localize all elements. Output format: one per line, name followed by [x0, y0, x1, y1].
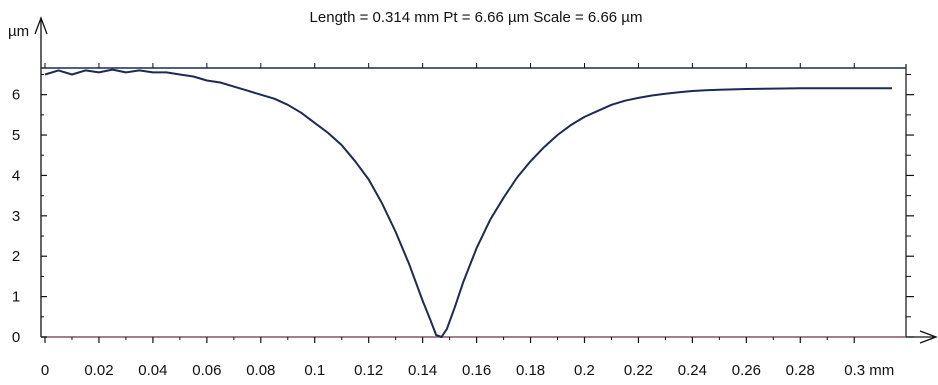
x-tick-label: 0.1: [304, 362, 325, 379]
y-tick-label: 6: [12, 87, 20, 104]
x-tick-label: 0.22: [624, 362, 653, 379]
x-tick-label: 0.08: [246, 362, 275, 379]
x-tick-label: 0.16: [462, 362, 491, 379]
x-tick-label: 0.02: [84, 362, 113, 379]
y-tick-label: 0: [12, 329, 20, 346]
y-tick-label: 5: [12, 127, 20, 144]
y-tick-label: 3: [12, 208, 20, 225]
x-tick-label: 0.28: [786, 362, 815, 379]
profile-series-line: [45, 70, 892, 337]
y-axis-unit: µm: [8, 23, 29, 40]
y-tick-label: 1: [12, 289, 20, 306]
chart-title: Length = 0.314 mm Pt = 6.66 µm Scale = 6…: [310, 9, 643, 26]
x-tick-label: 0.26: [732, 362, 761, 379]
series-layer: [45, 70, 892, 337]
x-tick-label: 0.2: [574, 362, 595, 379]
x-tick-label: 0.06: [192, 362, 221, 379]
x-tick-label: 0.14: [408, 362, 437, 379]
x-tick-label: 0.3 mm: [844, 362, 894, 379]
x-tick-label: 0.24: [678, 362, 707, 379]
x-tick-label: 0: [41, 362, 49, 379]
x-tick-label: 0.04: [138, 362, 167, 379]
x-tick-label: 0.12: [354, 362, 383, 379]
y-tick-label: 2: [12, 248, 20, 265]
x-ticks: 0 0.02 0.04 0.06 0.08 0.1 0.12 0.14 0.16 0.18 0.2 0…: [41, 63, 894, 379]
x-tick-label: 0.18: [516, 362, 545, 379]
y-tick-label: 4: [12, 167, 20, 184]
y-ticks: 0 1 2 3 4 5 6: [12, 74, 914, 346]
